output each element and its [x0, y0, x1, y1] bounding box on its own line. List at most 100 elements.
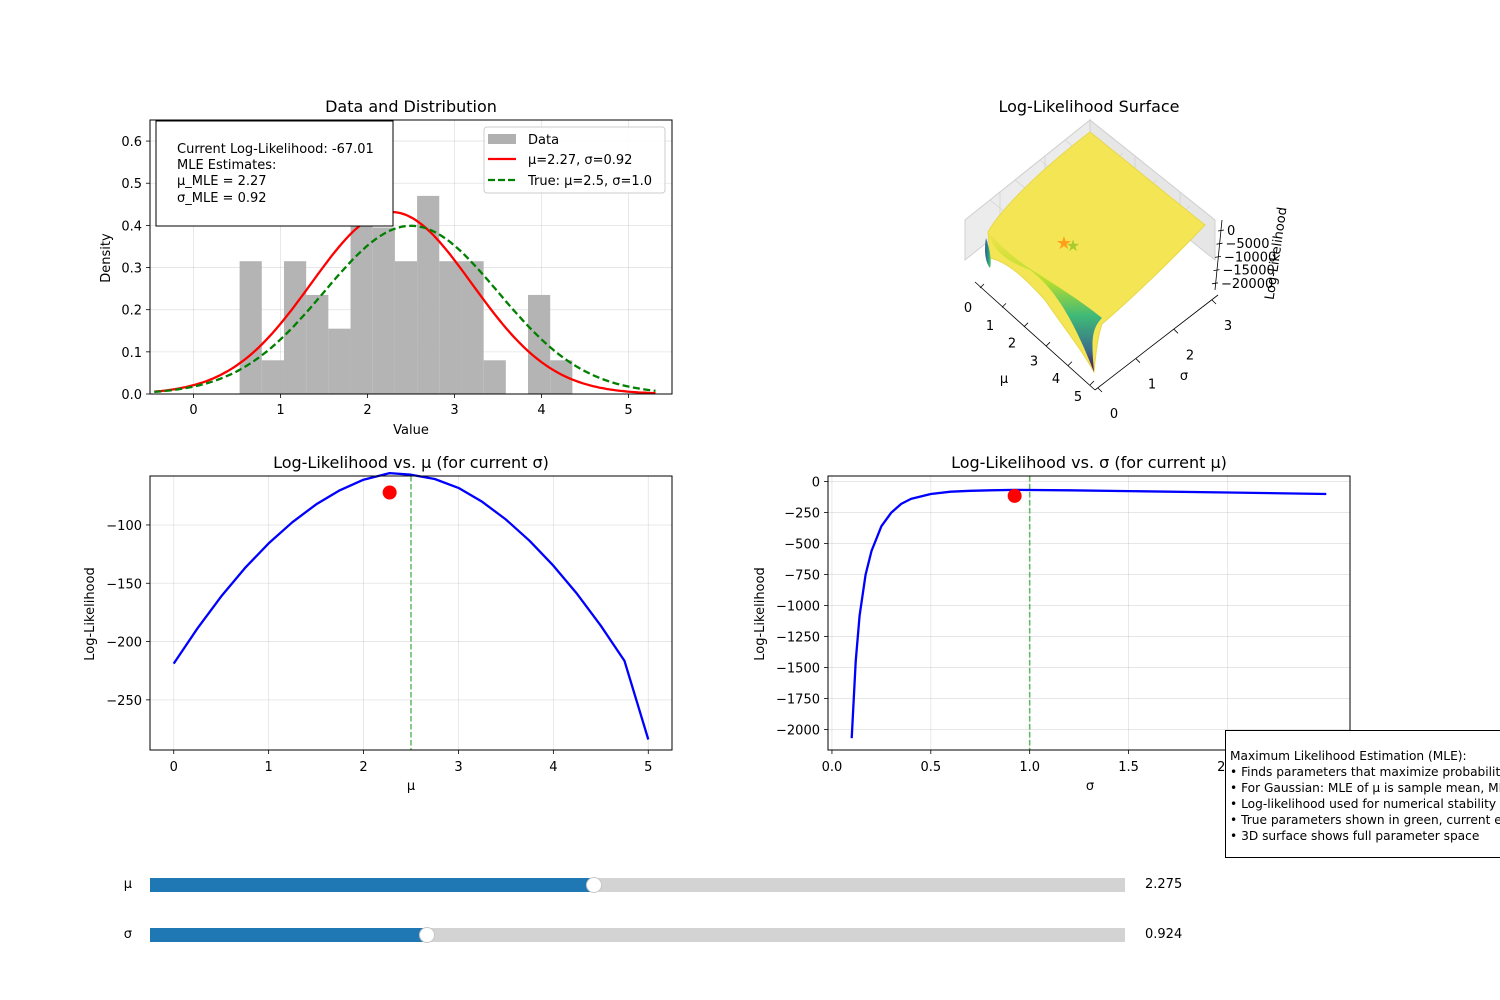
- surface-z-tick: [1217, 229, 1225, 232]
- histogram-pdf-lines: [154, 210, 656, 395]
- mu-x-tick-label: 5: [644, 760, 652, 775]
- histogram-x-ticks: 0 1 2 3 4 5: [189, 394, 633, 418]
- surface-z-tick-label: 0: [1227, 224, 1235, 239]
- legend-swatch-data: [488, 134, 516, 144]
- surface-sigma-tick: [1097, 387, 1103, 393]
- hist-y-tick-label: 0.4: [121, 219, 142, 234]
- surface-mu-axis: [974, 281, 1096, 391]
- info-line-2: • For Gaussian: MLE of μ is sample mean,…: [1230, 780, 1500, 795]
- histogram-y-label: Density: [99, 233, 114, 283]
- hist-x-tick-label: 1: [276, 403, 284, 418]
- histogram-x-label: Value: [393, 423, 429, 438]
- mu-slider-value: 2.275: [1145, 877, 1183, 892]
- surface-mu-tick: [1045, 341, 1051, 347]
- histogram-frame: [149, 119, 673, 395]
- sigma-current-point: [1007, 488, 1022, 503]
- histogram-bar: [239, 261, 262, 394]
- annotation-loglik: Current Log-Likelihood: -67.01: [177, 142, 374, 157]
- mu-slider-fill: [150, 878, 594, 892]
- mu-y-tick-label: −250: [106, 694, 142, 709]
- surface-mu-tick: [1089, 380, 1095, 386]
- mu-y-tick-label: −100: [106, 519, 142, 534]
- surface-sigma-tick-label: 3: [1224, 319, 1232, 334]
- histogram-y-ticks: 0.0 0.1 0.2 0.3 0.4 0.5 0.6: [121, 135, 150, 403]
- sigma-y-tick-label: −2000: [776, 724, 820, 739]
- surface-z-tick: [1214, 256, 1222, 258]
- surface-sigma-tick: [1135, 358, 1141, 363]
- surface-z-ticks: 0−5000−10000−15000−20000: [1211, 224, 1276, 292]
- histogram-bar: [261, 360, 284, 394]
- sigma-profile-y-label: Log-Likelihood: [753, 567, 768, 660]
- sigma-slider[interactable]: [150, 927, 1125, 943]
- surface-steep-ridge: [988, 232, 1102, 372]
- sigma-slider-label: σ: [123, 927, 132, 942]
- info-line-5: • 3D surface shows full parameter space: [1230, 828, 1480, 843]
- mu-profile-series: [172, 471, 650, 750]
- histogram-bars: [239, 128, 573, 394]
- surface-z-tick: [1211, 282, 1219, 285]
- hist-y-tick-label: 0.2: [121, 304, 142, 319]
- surface-z-tick-label: −5000: [1226, 237, 1270, 252]
- surface-mu-tick: [1067, 361, 1073, 366]
- mu-profile-title: Log-Likelihood vs. μ (for current σ): [273, 453, 549, 472]
- histogram-bar: [461, 261, 484, 394]
- surface-sigma-tick-label: 2: [1186, 348, 1194, 363]
- sigma-y-tick-label: −250: [784, 507, 820, 522]
- histogram-bar: [372, 227, 395, 394]
- true-pdf-line: [154, 224, 656, 393]
- surface-mu-label: μ: [1000, 372, 1008, 387]
- sigma-slider-handle[interactable]: [418, 927, 435, 943]
- sigma-y-tick-label: −750: [784, 569, 820, 584]
- surface-z-tick: [1216, 242, 1223, 245]
- hist-x-tick-label: 5: [624, 403, 632, 418]
- hist-x-tick-label: 0: [189, 403, 197, 418]
- surface-sigma-tick: [1211, 299, 1217, 305]
- annotation-sigma-mle: σ_MLE = 0.92: [177, 191, 267, 206]
- mu-current-point: [382, 485, 397, 500]
- mu-slider-handle[interactable]: [585, 877, 602, 893]
- legend-label-true: True: μ=2.5, σ=1.0: [527, 174, 652, 189]
- sigma-profile-title: Log-Likelihood vs. σ (for current μ): [951, 453, 1227, 472]
- mu-profile-x-ticks: 0 1 2 3 4 5: [170, 750, 652, 775]
- surface-sigma-axis: [1094, 294, 1219, 391]
- mu-slider[interactable]: [150, 877, 1125, 893]
- surface-mu-tick-label: 1: [986, 319, 994, 334]
- surface-mu-tick-label: 5: [1074, 390, 1082, 405]
- surface-mu-tick-label: 4: [1052, 372, 1060, 387]
- histogram-bar: [306, 294, 329, 394]
- mu-y-tick-label: −200: [106, 636, 142, 651]
- sigma-slider-fill: [150, 928, 427, 942]
- surface-mesh: [987, 131, 1206, 374]
- mu-x-tick-label: 2: [359, 760, 367, 775]
- sigma-y-tick-label: 0: [812, 476, 820, 491]
- sigma-profile-grid: [828, 476, 1350, 750]
- sigma-x-tick-label: 0.5: [920, 760, 941, 775]
- histogram-bar: [528, 294, 551, 394]
- surface-left-edge: [985, 238, 991, 268]
- surface-z-tick-label: −20000: [1221, 277, 1273, 292]
- hist-y-tick-label: 0.6: [121, 135, 142, 150]
- sigma-y-tick-label: −1000: [776, 600, 820, 615]
- mu-profile-grid: [150, 476, 672, 750]
- hist-y-tick-label: 0.3: [121, 262, 142, 277]
- sigma-y-tick-label: −1500: [776, 662, 820, 677]
- mu-profile-x-label: μ: [407, 779, 415, 794]
- histogram-bar: [328, 328, 351, 394]
- mu-slider-row: μ 2.275: [0, 877, 1500, 897]
- info-line-1: • Finds parameters that maximize probabi…: [1230, 764, 1500, 779]
- current-estimate-star-icon: ★: [1056, 233, 1072, 254]
- histogram-bar: [439, 261, 462, 394]
- legend-frame: [483, 126, 666, 194]
- sigma-profile-x-ticks: 0.00.51.01.52.0: [822, 750, 1238, 775]
- surface-mu-tick: [1023, 322, 1029, 328]
- mu-x-tick-label: 0: [170, 760, 178, 775]
- mle-info-text: Maximum Likelihood Estimation (MLE): • F…: [1230, 749, 1500, 844]
- histogram-bar: [394, 261, 418, 394]
- hist-x-tick-label: 4: [537, 403, 545, 418]
- surface-mu-tick: [1001, 303, 1007, 308]
- mu-x-tick-label: 3: [454, 760, 462, 775]
- mu-slider-label: μ: [123, 877, 132, 892]
